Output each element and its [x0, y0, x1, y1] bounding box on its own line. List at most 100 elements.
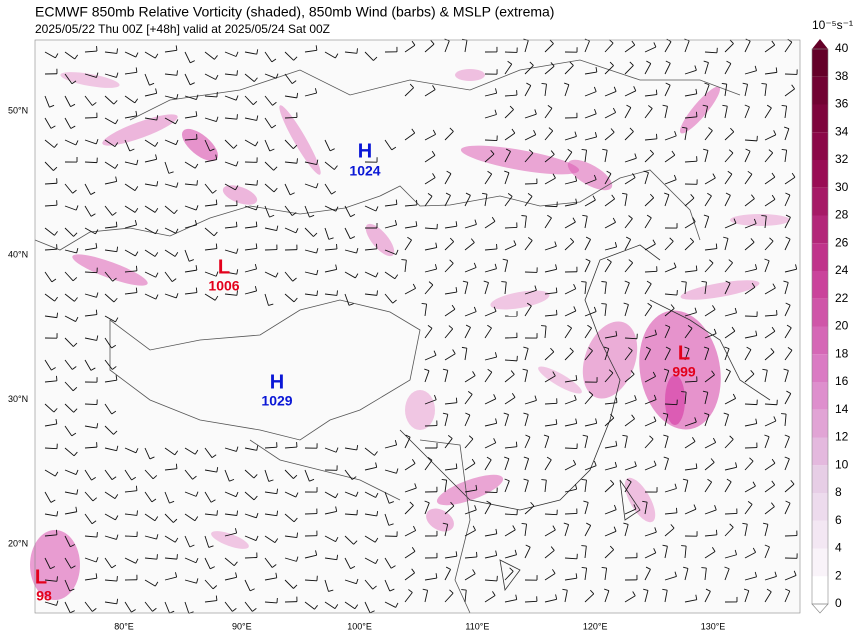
- wind-barb-flag: [256, 222, 257, 227]
- wind-barb-flag: [237, 70, 238, 75]
- colorbar-level: [812, 576, 828, 604]
- wind-barb-flag: [317, 291, 318, 296]
- lon-label: 110°E: [465, 621, 489, 631]
- lat-label: 40°N: [8, 250, 28, 260]
- colorbar-level: [812, 410, 828, 438]
- wind-barb-flag: [217, 510, 218, 515]
- wind-barb-flag: [542, 83, 547, 84]
- colorbar-tick-label: 14: [835, 402, 849, 416]
- wind-barb-flag: [196, 288, 197, 293]
- wind-barb: [565, 513, 577, 514]
- wind-barb-flag: [702, 281, 707, 282]
- wind-barb-flag: [337, 290, 338, 295]
- wind-barb-flag: [216, 244, 217, 249]
- wind-barb-flag: [456, 398, 457, 403]
- wind-barb-flag: [297, 158, 298, 163]
- wind-barb: [545, 206, 557, 207]
- wind-barb-flag: [117, 48, 118, 53]
- colorbar-level: [812, 188, 828, 216]
- wind-barb: [85, 404, 97, 405]
- wind-barb-flag: [681, 282, 686, 283]
- low-value: 1006: [208, 278, 239, 294]
- low-symbol: L: [35, 566, 47, 588]
- wind-barb-flag: [541, 480, 546, 481]
- colorbar-tick-label: 22: [835, 291, 849, 305]
- colorbar-level: [812, 327, 828, 355]
- lon-label: 80°E: [114, 621, 134, 631]
- colorbar-level: [812, 438, 828, 466]
- high-symbol: H: [358, 140, 372, 162]
- colorbar-tick-label: 18: [835, 346, 849, 360]
- colorbar-level: [812, 549, 828, 577]
- wind-barb-flag: [516, 442, 517, 447]
- colorbar-level: [812, 243, 828, 271]
- wind-barb: [505, 227, 517, 228]
- wind-barb-flag: [581, 546, 586, 547]
- wind-barb-flag: [716, 530, 717, 535]
- wind-barb: [285, 117, 297, 118]
- colorbar-level: [812, 49, 828, 77]
- wind-barb-flag: [376, 244, 377, 249]
- low-symbol: L: [218, 256, 230, 278]
- colorbar-level: [812, 271, 828, 299]
- vorticity-blob: [405, 390, 435, 430]
- colorbar-tick-label: 4: [835, 541, 842, 555]
- high-value: 1029: [261, 393, 292, 409]
- wind-barb-flag: [401, 260, 406, 261]
- wind-barb-flag: [197, 180, 198, 185]
- vorticity-blob: [455, 69, 485, 81]
- colorbar-unit: 10⁻⁵s⁻¹: [812, 18, 853, 32]
- wind-barb-flag: [216, 200, 217, 205]
- wind-barb: [565, 448, 577, 449]
- wind-barb-flag: [136, 288, 137, 293]
- wind-barb: [485, 140, 497, 141]
- colorbar-tick-label: 8: [835, 485, 842, 499]
- wind-barb-flag: [696, 266, 697, 271]
- lat-label: 30°N: [8, 394, 28, 404]
- colorbar-tick-label: 16: [835, 374, 849, 388]
- wind-barb-flag: [57, 576, 58, 581]
- colorbar-tick-label: 28: [835, 208, 849, 222]
- colorbar-tick-label: 10: [835, 457, 849, 471]
- lon-label: 130°E: [701, 621, 726, 631]
- colorbar-level: [812, 299, 828, 327]
- colorbar-level: [812, 105, 828, 133]
- wind-barb-flag: [177, 70, 178, 75]
- colorbar-tick-label: 6: [835, 513, 842, 527]
- wind-barb-flag: [237, 511, 238, 516]
- wind-barb-flag: [456, 463, 457, 468]
- wind-barb: [485, 492, 497, 493]
- wind-barb-flag: [116, 222, 117, 227]
- colorbar-tick-label: 32: [835, 152, 849, 166]
- low-symbol: L: [678, 342, 690, 364]
- title: ECMWF 850mb Relative Vorticity (shaded),…: [35, 4, 554, 20]
- wind-barb-flag: [761, 83, 766, 84]
- low-value: 999: [672, 364, 696, 380]
- high-symbol: H: [270, 371, 284, 393]
- wind-barb-flag: [396, 200, 397, 205]
- wind-barb-flag: [377, 290, 378, 295]
- wind-barb: [745, 404, 757, 405]
- subtitle: 2025/05/22 Thu 00Z [+48h] valid at 2025/…: [35, 22, 330, 36]
- wind-barb-flag: [501, 282, 506, 283]
- colorbar-tick-label: 2: [835, 568, 842, 582]
- wind-barb: [125, 536, 137, 537]
- wind-barb-flag: [96, 310, 97, 315]
- colorbar-level: [812, 382, 828, 410]
- wind-barb-flag: [176, 464, 177, 469]
- wind-barb-flag: [582, 479, 587, 480]
- wind-barb-flag: [56, 530, 57, 535]
- colorbar-level: [812, 465, 828, 493]
- lon-label: 100°E: [347, 621, 372, 631]
- wind-barb-flag: [236, 222, 237, 227]
- vorticity-blob: [665, 375, 685, 425]
- colorbar-tick-label: 20: [835, 319, 849, 333]
- wind-barb-flag: [761, 216, 766, 217]
- wind-barb-flag: [136, 486, 137, 491]
- vorticity-blob: [730, 214, 790, 226]
- colorbar-tick-label: 30: [835, 180, 849, 194]
- colorbar-level: [812, 77, 828, 105]
- wind-barb-flag: [216, 596, 217, 601]
- lon-label: 120°E: [583, 621, 608, 631]
